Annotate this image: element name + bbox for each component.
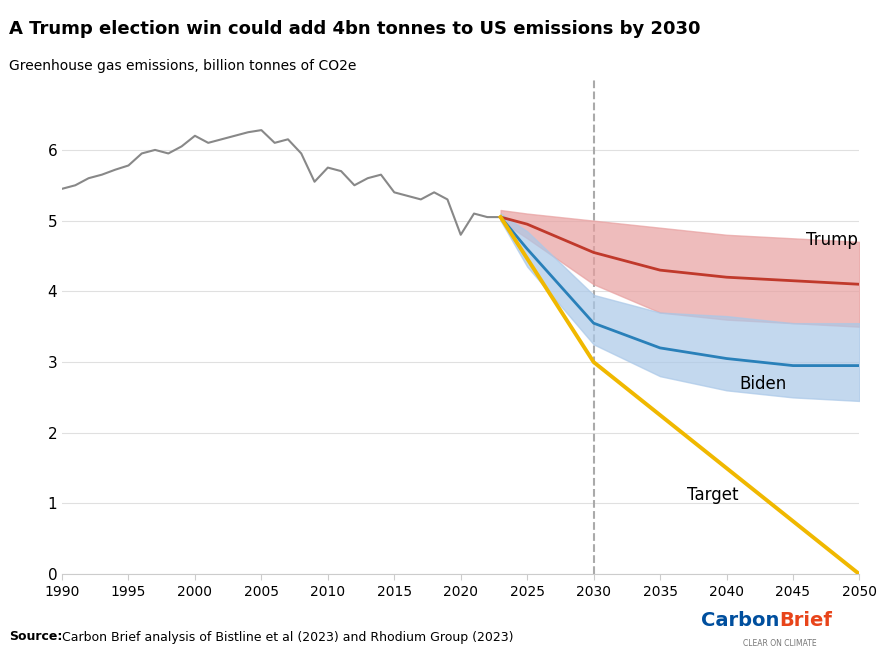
Text: Carbon: Carbon [702, 611, 780, 630]
Text: Trump: Trump [806, 232, 859, 249]
Text: Greenhouse gas emissions, billion tonnes of CO2e: Greenhouse gas emissions, billion tonnes… [9, 59, 356, 73]
Text: Target: Target [687, 486, 738, 504]
Text: A Trump election win could add 4bn tonnes to US emissions by 2030: A Trump election win could add 4bn tonne… [9, 20, 700, 38]
Text: Biden: Biden [740, 375, 787, 393]
Text: Source:: Source: [9, 630, 62, 644]
Text: Carbon Brief analysis of Bistline et al (2023) and Rhodium Group (2023): Carbon Brief analysis of Bistline et al … [58, 630, 513, 644]
Text: CLEAR ON CLIMATE: CLEAR ON CLIMATE [742, 639, 817, 648]
Text: Brief: Brief [780, 611, 833, 630]
